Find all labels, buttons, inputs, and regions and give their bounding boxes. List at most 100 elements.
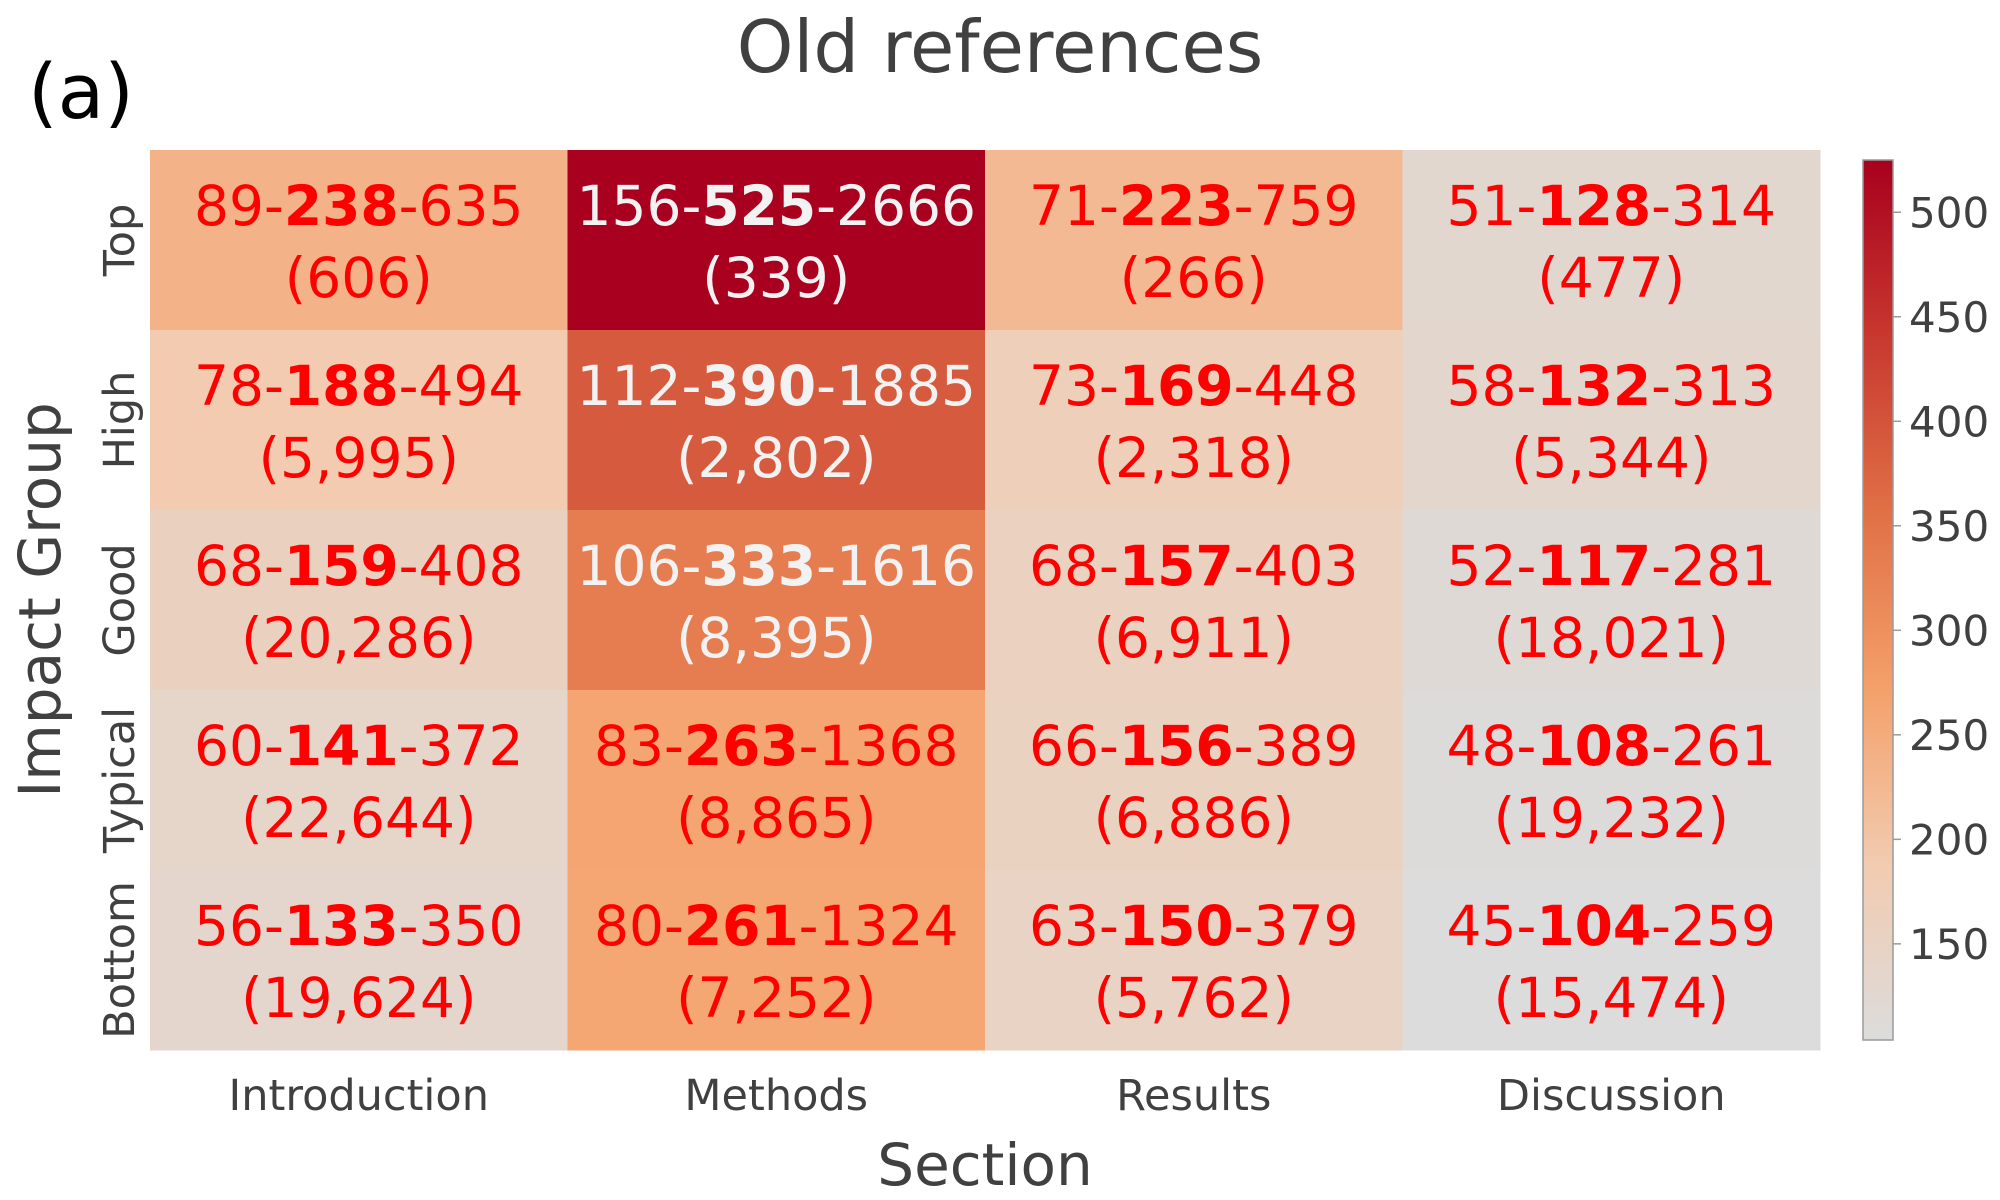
cell-median-value: 261 bbox=[684, 894, 799, 958]
cell-low-value: 156- bbox=[577, 174, 702, 238]
cell-low-value: 58- bbox=[1447, 354, 1537, 418]
colorbar-tick-label: 350 bbox=[1909, 502, 1989, 551]
cell-low-value: 112- bbox=[577, 354, 702, 418]
x-tick-label: Results bbox=[1116, 1071, 1271, 1121]
heatmap-cell bbox=[150, 330, 568, 511]
panel-label: (a) bbox=[28, 47, 134, 136]
cell-median-value: 263 bbox=[684, 714, 799, 778]
y-axis-ticks: Top High Good Typical Bottom bbox=[95, 204, 145, 1039]
colorbar-tick-label: 150 bbox=[1909, 920, 1989, 969]
cell-count-label: (5,995) bbox=[259, 426, 459, 490]
cell-count-label: (6,886) bbox=[1094, 786, 1294, 850]
cell-median-value: 141 bbox=[284, 714, 399, 778]
x-axis-label: Section bbox=[877, 1131, 1093, 1199]
cell-count-label: (18,021) bbox=[1494, 606, 1729, 670]
cell-low-value: 73- bbox=[1029, 354, 1119, 418]
cell-high-value: -350 bbox=[399, 894, 524, 958]
y-tick-label: High bbox=[95, 371, 145, 470]
cell-median-value: 169 bbox=[1119, 354, 1234, 418]
cell-count-label: (477) bbox=[1537, 246, 1685, 310]
cell-low-value: 68- bbox=[1029, 534, 1119, 598]
cell-range-label: 156-525-2666 bbox=[577, 174, 976, 238]
cell-low-value: 63- bbox=[1029, 894, 1119, 958]
cell-high-value: -314 bbox=[1651, 174, 1776, 238]
cell-range-label: 112-390-1885 bbox=[577, 354, 976, 418]
cell-median-value: 132 bbox=[1536, 354, 1651, 418]
cell-median-value: 333 bbox=[701, 534, 816, 598]
y-tick-label: Typical bbox=[95, 707, 145, 854]
y-tick-label: Top bbox=[95, 204, 145, 278]
cell-count-label: (606) bbox=[285, 246, 433, 310]
cell-high-value: -759 bbox=[1234, 174, 1359, 238]
cell-median-value: 117 bbox=[1536, 534, 1651, 598]
cell-median-value: 188 bbox=[284, 354, 399, 418]
cell-range-label: 51-128-314 bbox=[1447, 174, 1776, 238]
x-tick-label: Introduction bbox=[229, 1071, 489, 1121]
cell-median-value: 223 bbox=[1119, 174, 1234, 238]
cell-count-label: (6,911) bbox=[1094, 606, 1294, 670]
chart-title: Old references bbox=[737, 5, 1264, 89]
cell-median-value: 238 bbox=[284, 174, 399, 238]
heatmap-cells bbox=[150, 150, 1821, 1051]
cell-count-label: (22,644) bbox=[241, 786, 476, 850]
cell-high-value: -494 bbox=[399, 354, 524, 418]
heatmap-cell bbox=[150, 150, 568, 331]
cell-range-label: 68-159-408 bbox=[194, 534, 523, 598]
cell-range-label: 48-108-261 bbox=[1447, 714, 1776, 778]
cell-high-value: -259 bbox=[1651, 894, 1776, 958]
cell-low-value: 71- bbox=[1029, 174, 1119, 238]
cell-high-value: -261 bbox=[1651, 714, 1776, 778]
cell-range-label: 60-141-372 bbox=[194, 714, 523, 778]
cell-median-value: 156 bbox=[1119, 714, 1234, 778]
heatmap-cell bbox=[567, 690, 986, 871]
cell-count-label: (266) bbox=[1120, 246, 1268, 310]
colorbar-ticks: 150 200 250 300 350 400 450 500 bbox=[1893, 188, 1989, 969]
cell-low-value: 68- bbox=[194, 534, 284, 598]
heatmap-cell bbox=[985, 150, 1403, 331]
heatmap-cell bbox=[1402, 690, 1821, 871]
cell-range-label: 63-150-379 bbox=[1029, 894, 1358, 958]
cell-count-label: (5,344) bbox=[1511, 426, 1711, 490]
cell-range-label: 66-156-389 bbox=[1029, 714, 1358, 778]
cell-median-value: 133 bbox=[284, 894, 399, 958]
cell-count-label: (8,865) bbox=[676, 786, 876, 850]
cell-low-value: 66- bbox=[1029, 714, 1119, 778]
cell-count-label: (19,232) bbox=[1494, 786, 1729, 850]
heatmap-cell bbox=[567, 510, 986, 691]
colorbar bbox=[1862, 159, 1894, 1041]
cell-count-label: (15,474) bbox=[1494, 966, 1729, 1030]
cell-high-value: -372 bbox=[399, 714, 524, 778]
cell-high-value: -1885 bbox=[816, 354, 976, 418]
cell-low-value: 80- bbox=[594, 894, 684, 958]
cell-high-value: -408 bbox=[399, 534, 524, 598]
cell-high-value: -281 bbox=[1651, 534, 1776, 598]
cell-low-value: 45- bbox=[1447, 894, 1537, 958]
cell-low-value: 56- bbox=[194, 894, 284, 958]
cell-median-value: 108 bbox=[1536, 714, 1651, 778]
cell-count-label: (2,802) bbox=[676, 426, 876, 490]
x-tick-label: Discussion bbox=[1497, 1071, 1726, 1121]
cell-range-label: 52-117-281 bbox=[1447, 534, 1776, 598]
cell-count-label: (8,395) bbox=[676, 606, 876, 670]
heatmap-cell bbox=[985, 690, 1403, 871]
cell-labels: 89-238-635 (606) 156-525-2666 (339) 71-223-7… bbox=[194, 174, 1776, 1030]
heatmap-cell bbox=[1402, 870, 1821, 1051]
cell-high-value: -1324 bbox=[799, 894, 959, 958]
cell-high-value: -635 bbox=[399, 174, 524, 238]
heatmap-cell bbox=[567, 150, 986, 331]
colorbar-tick-label: 300 bbox=[1909, 606, 1989, 655]
heatmap-cell bbox=[985, 870, 1403, 1051]
cell-range-label: 89-238-635 bbox=[194, 174, 523, 238]
colorbar-tick-label: 250 bbox=[1909, 711, 1989, 760]
cell-count-label: (19,624) bbox=[241, 966, 476, 1030]
cell-median-value: 390 bbox=[701, 354, 816, 418]
cell-median-value: 150 bbox=[1119, 894, 1234, 958]
heatmap-cell bbox=[150, 510, 568, 691]
cell-high-value: -403 bbox=[1234, 534, 1359, 598]
heatmap-cell bbox=[1402, 510, 1821, 691]
cell-median-value: 159 bbox=[284, 534, 399, 598]
cell-median-value: 104 bbox=[1536, 894, 1651, 958]
cell-high-value: -389 bbox=[1234, 714, 1359, 778]
